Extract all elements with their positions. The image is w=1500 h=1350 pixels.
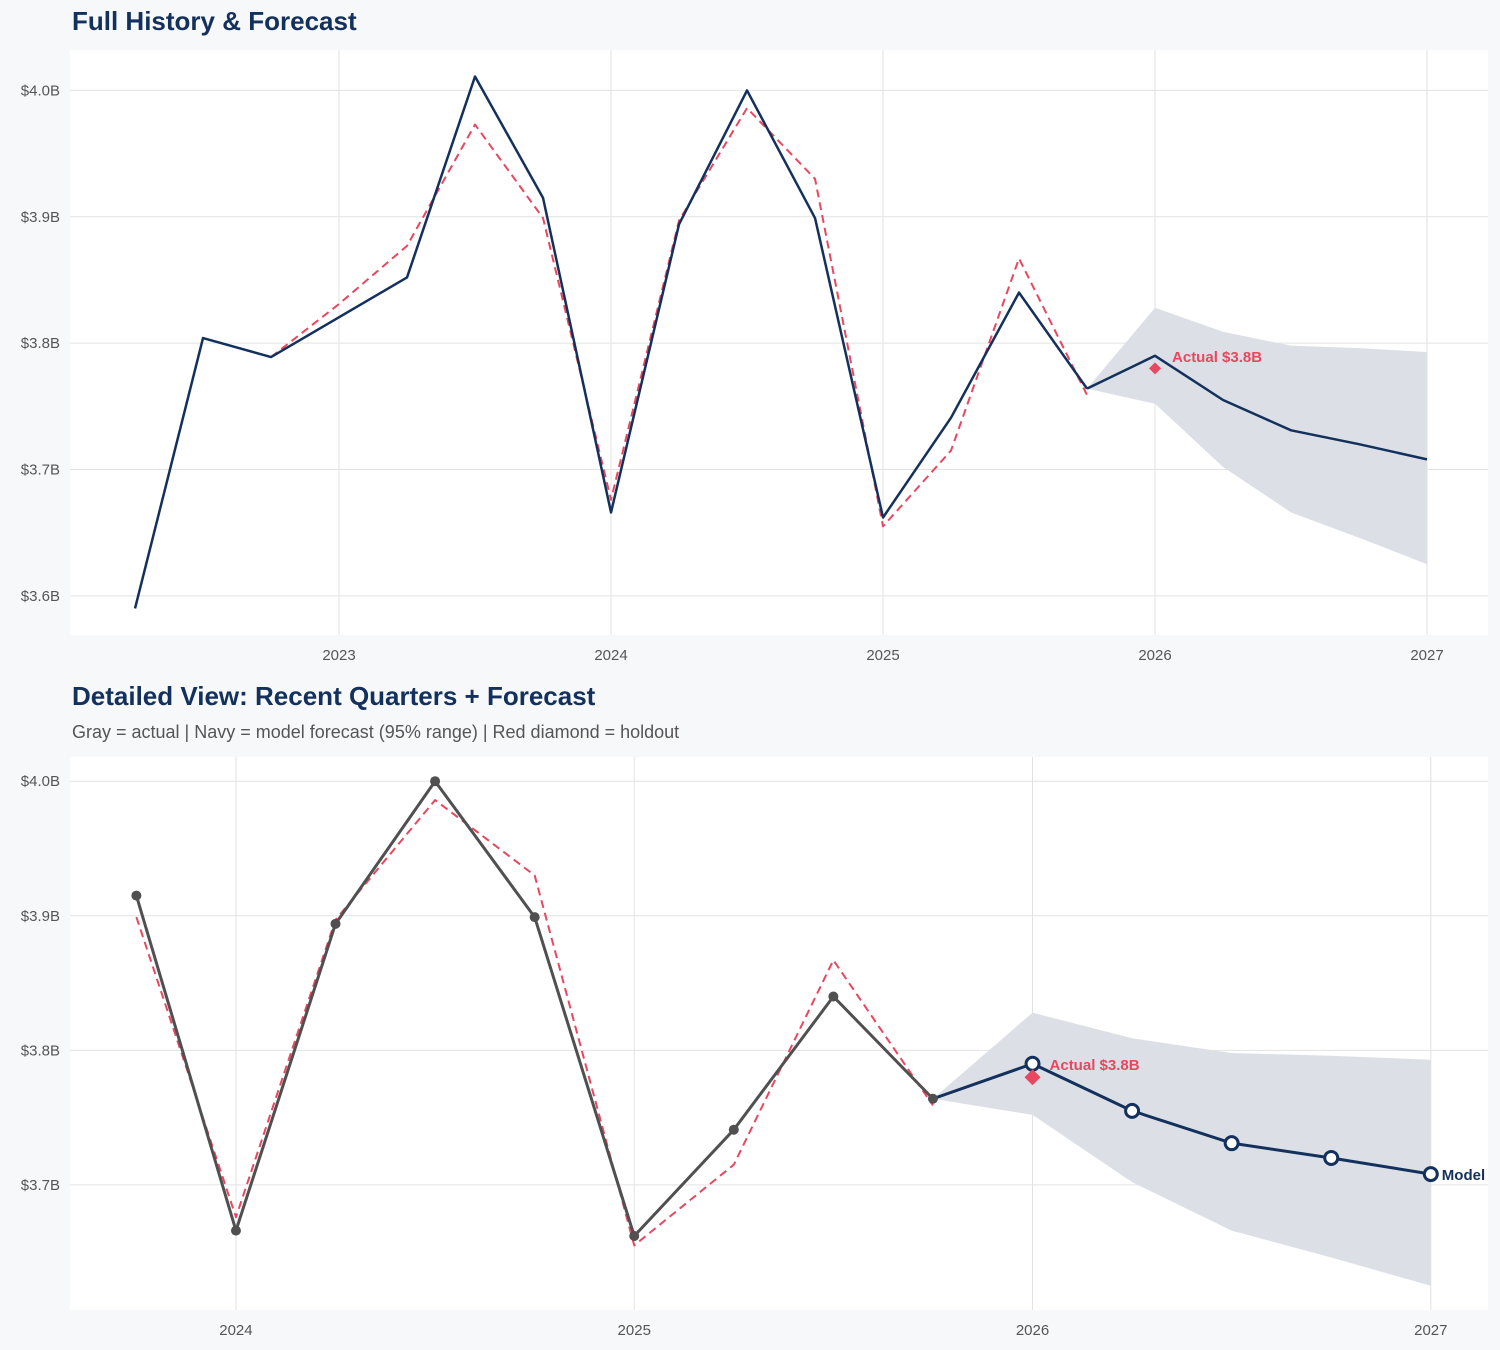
forecast-line <box>932 1062 1432 1176</box>
actual-point <box>728 1124 739 1135</box>
y-tick-label: $3.6B <box>21 588 60 605</box>
actual-point <box>629 1230 640 1241</box>
actual-line <box>133 75 1089 609</box>
forecast-line <box>1086 354 1428 461</box>
holdout-diamond <box>1024 1069 1041 1086</box>
x-tick-label: 2025 <box>618 1322 651 1339</box>
actual-point <box>131 890 142 901</box>
chart-subtitle-detailed-view: Gray = actual | Navy = model forecast (9… <box>72 722 680 742</box>
x-tick-label: 2024 <box>594 647 627 664</box>
holdout-diamond <box>1149 362 1162 375</box>
forecast-95-band <box>932 1012 1431 1286</box>
y-tick-label: $4.0B <box>21 82 60 99</box>
x-tick-label: 2027 <box>1410 647 1443 664</box>
forecast-point <box>1223 1135 1240 1152</box>
holdout-label: Actual $3.8B <box>1050 1057 1140 1074</box>
y-tick-label: $3.7B <box>21 461 60 478</box>
forecast-point <box>1422 1166 1439 1183</box>
forecast-point <box>1124 1102 1141 1119</box>
actual-point <box>529 912 540 923</box>
chart-panel-1: 2023 2024 2025 2026 2027 $3.6B $3.7B $3.8B $3.9B… <box>21 50 1488 664</box>
fitted-line <box>135 799 934 1247</box>
fitted-line <box>270 107 1088 528</box>
actual-point <box>430 776 441 787</box>
y-tick-label: $3.7B <box>21 1177 60 1194</box>
actual-point <box>828 991 839 1002</box>
chart-panel-2: 2024 2025 2026 2027 $3.7B $3.8B $3.9B $4.0B Actu… <box>21 757 1488 1339</box>
x-tick-label: 2023 <box>322 647 355 664</box>
x-tick-label: 2026 <box>1138 647 1171 664</box>
actual-point <box>230 1225 241 1236</box>
x-tick-label: 2024 <box>219 1322 252 1339</box>
y-tick-label: $3.9B <box>21 908 60 925</box>
chart-title-full-history: Full History & Forecast <box>72 6 357 36</box>
actual-point <box>330 918 341 929</box>
forecast-end-label: Model <box>1442 1167 1485 1184</box>
holdout-label: Actual $3.8B <box>1172 349 1262 366</box>
forecast-point <box>1024 1055 1041 1072</box>
forecast-point <box>1323 1149 1340 1166</box>
y-tick-label: $3.8B <box>21 335 60 352</box>
x-tick-label: 2026 <box>1016 1322 1049 1339</box>
y-tick-label: $3.9B <box>21 209 60 226</box>
y-tick-label: $4.0B <box>21 773 60 790</box>
chart-title-detailed-view: Detailed View: Recent Quarters + Forecas… <box>72 681 596 711</box>
y-tick-label: $3.8B <box>21 1042 60 1059</box>
actual-point <box>927 1093 938 1104</box>
forecast-95-band <box>1087 307 1428 565</box>
x-tick-label: 2025 <box>866 647 899 664</box>
x-tick-label: 2027 <box>1414 1322 1447 1339</box>
